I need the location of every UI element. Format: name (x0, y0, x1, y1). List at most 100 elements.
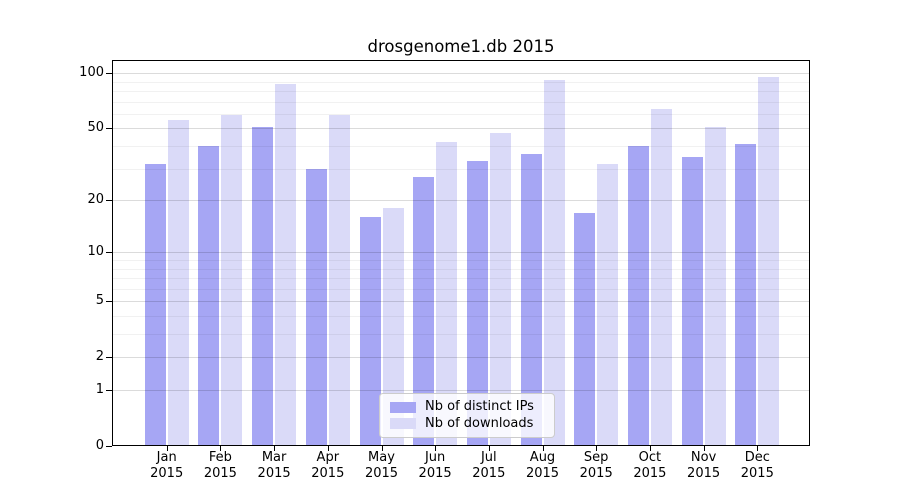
y-tick-mark-2 (106, 357, 112, 359)
gridline-10 (112, 252, 810, 254)
bar-apr-nb-of-downloads (328, 115, 350, 446)
chart-title: drosgenome1.db 2015 (367, 37, 555, 56)
bar-feb-nb-of-distinct-ips (198, 146, 220, 446)
x-tick-mark-nov (703, 446, 705, 451)
x-tick-label-jan: Jan 2015 (139, 450, 195, 482)
y-tick-mark-5 (106, 301, 112, 303)
y-tick-mark-10 (106, 252, 112, 254)
x-tick-mark-feb (220, 446, 222, 451)
y-tick-label-20: 20 (87, 192, 104, 208)
x-tick-month-aug: Aug (529, 450, 556, 465)
x-tick-mark-may (381, 446, 383, 451)
y-tick-label-10: 10 (87, 244, 104, 260)
y-tick-label-2: 2 (95, 349, 104, 365)
bar-jun-nb-of-downloads (436, 142, 458, 446)
minor-gridline-6 (112, 288, 810, 290)
bar-oct-nb-of-downloads (650, 108, 672, 446)
y-tick-mark-1 (106, 390, 112, 391)
y-tick-mark-0 (106, 446, 112, 447)
x-tick-year-jun: 2015 (418, 466, 452, 481)
y-tick-mark-50 (106, 128, 112, 130)
x-tick-year-nov: 2015 (687, 466, 721, 481)
x-tick-month-jan: Jan (156, 450, 177, 465)
x-tick-label-sep: Sep 2015 (568, 450, 624, 482)
x-tick-year-dec: 2015 (740, 466, 774, 481)
x-tick-mark-jan (166, 446, 168, 451)
legend-swatch-nb-of-downloads (390, 418, 416, 430)
gridline-50 (112, 128, 810, 130)
x-tick-mark-apr (327, 446, 329, 451)
y-tick-label-0: 0 (95, 438, 104, 453)
y-tick-label-1: 1 (95, 382, 104, 397)
x-tick-month-mar: Mar (261, 450, 287, 465)
x-tick-year-sep: 2015 (579, 466, 613, 481)
bar-oct-nb-of-distinct-ips (627, 146, 649, 446)
bar-dec-nb-of-downloads (758, 77, 780, 446)
x-tick-label-dec: Dec 2015 (729, 450, 785, 482)
minor-gridline-90 (112, 81, 810, 83)
bar-jun-nb-of-distinct-ips (413, 176, 435, 446)
x-tick-mark-mar (274, 446, 276, 451)
x-tick-year-aug: 2015 (525, 466, 560, 481)
legend-swatch-nb-of-distinct-ips (390, 401, 416, 413)
gridline-100 (112, 73, 810, 75)
y-tick-label-50: 50 (87, 120, 104, 136)
bar-jan-nb-of-distinct-ips (144, 163, 166, 446)
minor-gridline-70 (112, 101, 810, 103)
x-tick-label-jul: Jul 2015 (461, 450, 517, 482)
x-tick-mark-jul (488, 446, 490, 451)
x-tick-month-may: May (368, 450, 395, 465)
bar-mar-nb-of-downloads (275, 83, 297, 446)
bar-jul-nb-of-downloads (489, 133, 511, 446)
bar-aug-nb-of-distinct-ips (520, 154, 542, 446)
legend-label-nb-of-distinct-ips: Nb of distinct IPs (425, 399, 534, 415)
x-tick-label-feb: Feb 2015 (192, 450, 248, 482)
x-tick-month-dec: Dec (744, 450, 770, 465)
y-tick-mark-20 (106, 200, 112, 202)
gridline-5 (112, 301, 810, 303)
bar-may-nb-of-downloads (382, 208, 404, 446)
x-tick-label-nov: Nov 2015 (676, 450, 732, 482)
minor-gridline-60 (112, 114, 810, 115)
bar-apr-nb-of-distinct-ips (305, 168, 327, 446)
x-tick-mark-oct (649, 446, 651, 451)
x-tick-month-apr: Apr (316, 450, 340, 465)
bar-feb-nb-of-downloads (221, 115, 243, 446)
bar-may-nb-of-distinct-ips (359, 217, 381, 446)
bar-jan-nb-of-downloads (167, 119, 189, 446)
x-tick-label-mar: Mar 2015 (246, 450, 302, 482)
x-tick-month-jul: Jul (480, 450, 497, 465)
x-tick-year-apr: 2015 (311, 466, 345, 481)
x-tick-mark-aug (542, 446, 544, 451)
minor-gridline-4 (112, 316, 810, 317)
x-tick-month-oct: Oct (638, 450, 662, 465)
gridline-2 (112, 357, 810, 359)
x-tick-month-sep: Sep (583, 450, 609, 465)
x-tick-label-aug: Aug 2015 (515, 450, 571, 482)
bar-jul-nb-of-distinct-ips (466, 161, 488, 446)
minor-gridline-30 (112, 168, 810, 170)
x-tick-mark-dec (757, 446, 759, 451)
bar-dec-nb-of-distinct-ips (735, 144, 757, 446)
minor-gridline-3 (112, 334, 810, 335)
x-tick-label-may: May 2015 (354, 450, 410, 482)
x-tick-month-nov: Nov (690, 450, 717, 465)
x-tick-year-jan: 2015 (150, 466, 184, 481)
minor-gridline-80 (112, 91, 810, 93)
legend: Nb of distinct IPs Nb of downloads (379, 393, 555, 438)
x-tick-year-oct: 2015 (633, 466, 667, 481)
x-tick-label-apr: Apr 2015 (300, 450, 356, 482)
y-tick-label-100: 100 (79, 65, 104, 81)
x-tick-month-feb: Feb (208, 450, 232, 465)
bar-sep-nb-of-distinct-ips (574, 212, 596, 446)
legend-label-nb-of-downloads: Nb of downloads (425, 415, 534, 431)
y-tick-mark-100 (106, 73, 112, 75)
bar-sep-nb-of-downloads (597, 163, 619, 446)
x-tick-label-jun: Jun 2015 (407, 450, 463, 482)
bar-nov-nb-of-distinct-ips (681, 156, 703, 446)
minor-gridline-9 (112, 260, 810, 261)
legend-item-nb-of-downloads: Nb of downloads (390, 416, 544, 432)
minor-gridline-8 (112, 268, 810, 270)
x-tick-label-oct: Oct 2015 (622, 450, 678, 482)
